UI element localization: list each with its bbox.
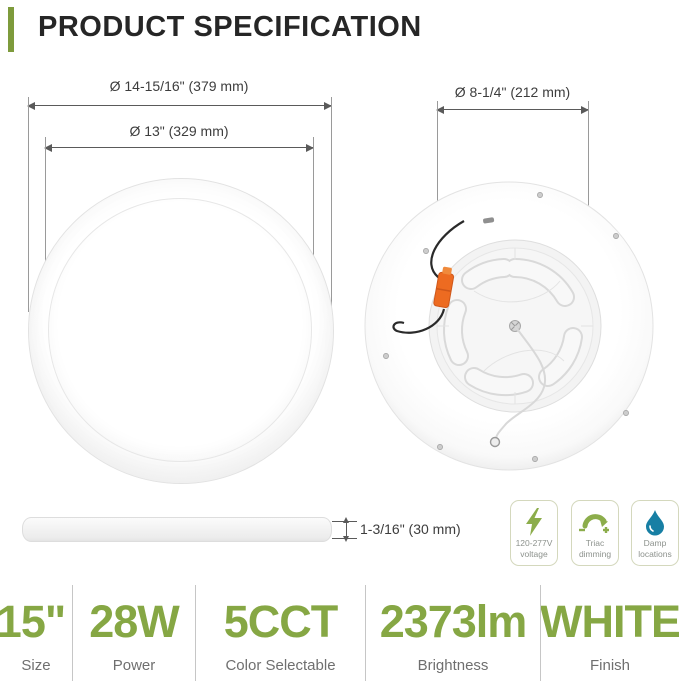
badge-label-line1: Triac (585, 538, 605, 548)
arrowhead-right-icon (324, 102, 332, 110)
back-mount-diameter-label: Ø 8-1/4" (212 mm) (454, 84, 571, 100)
badge-damp-locations: Damp locations (631, 500, 679, 566)
back-view-mounting-plate (364, 181, 654, 471)
badge-label-line1: Damp (643, 538, 667, 548)
cable-eyelet (489, 436, 501, 448)
thickness-label: 1-3/16" (30 mm) (360, 521, 461, 537)
extension-line (437, 101, 438, 289)
front-outer-dimension-line (27, 102, 332, 110)
vent-slots (437, 248, 593, 404)
badge-label-line1: 120-277V (515, 538, 553, 548)
spec-finish-label: Finish (589, 657, 630, 674)
thickness-arrow-icon (343, 517, 349, 542)
extension-line (28, 97, 29, 312)
white-wire (495, 325, 547, 439)
spec-finish: WHITE Finish (540, 585, 679, 681)
spec-power-value: 28W (89, 596, 180, 647)
dimming-arc-icon (578, 507, 612, 537)
front-inner-diameter-label: Ø 13" (329 mm) (129, 123, 229, 139)
arrowhead-left-icon (27, 102, 35, 110)
keyhole-slot (483, 217, 495, 224)
voltage-bolt-icon (523, 507, 545, 537)
extension-line (588, 101, 589, 283)
mounting-screws (383, 192, 629, 462)
spec-cct-label: Color Selectable (225, 657, 336, 674)
arrowhead-left-icon (436, 106, 444, 114)
front-view-lens (48, 198, 312, 462)
extension-line (313, 137, 314, 305)
arrowhead-left-icon (44, 144, 52, 152)
extension-line (331, 97, 332, 312)
arrowhead-right-icon (581, 106, 589, 114)
page-title: PRODUCT SPECIFICATION (38, 11, 422, 43)
arrowhead-right-icon (306, 144, 314, 152)
spec-brightness-value: 2373lm (379, 596, 528, 647)
spec-size: 15" Size (0, 585, 72, 681)
spec-strip: 15" Size 28W Power 5CCT Color Selectable… (0, 585, 679, 681)
badge-label-line2: voltage (520, 548, 548, 559)
spec-brightness-label: Brightness (417, 657, 489, 674)
badge-label-line2: locations (638, 548, 672, 559)
accent-bar (8, 7, 14, 52)
badge-label-line2: dimming (578, 548, 612, 559)
spec-size-value: 15" (0, 596, 66, 647)
spec-size-label: Size (21, 657, 51, 674)
front-inner-dimension-line (44, 144, 314, 152)
front-outer-diameter-label: Ø 14-15/16" (379 mm) (109, 78, 249, 94)
side-view-edge (22, 517, 332, 542)
spec-power: 28W Power (72, 585, 195, 681)
orange-wire-connector (433, 266, 455, 308)
water-drop-icon (645, 507, 665, 537)
badge-voltage: 120-277V voltage (510, 500, 558, 566)
spec-power-label: Power (112, 657, 156, 674)
badge-dimming: Triac dimming (571, 500, 619, 566)
spec-brightness: 2373lm Brightness (365, 585, 540, 681)
black-wire-loop (392, 308, 446, 334)
back-mount-dimension-line (436, 106, 589, 114)
extension-line (45, 137, 46, 305)
spec-cct-value: 5CCT (223, 596, 339, 647)
spec-cct: 5CCT Color Selectable (195, 585, 365, 681)
spec-finish-value: WHITE (540, 596, 679, 647)
